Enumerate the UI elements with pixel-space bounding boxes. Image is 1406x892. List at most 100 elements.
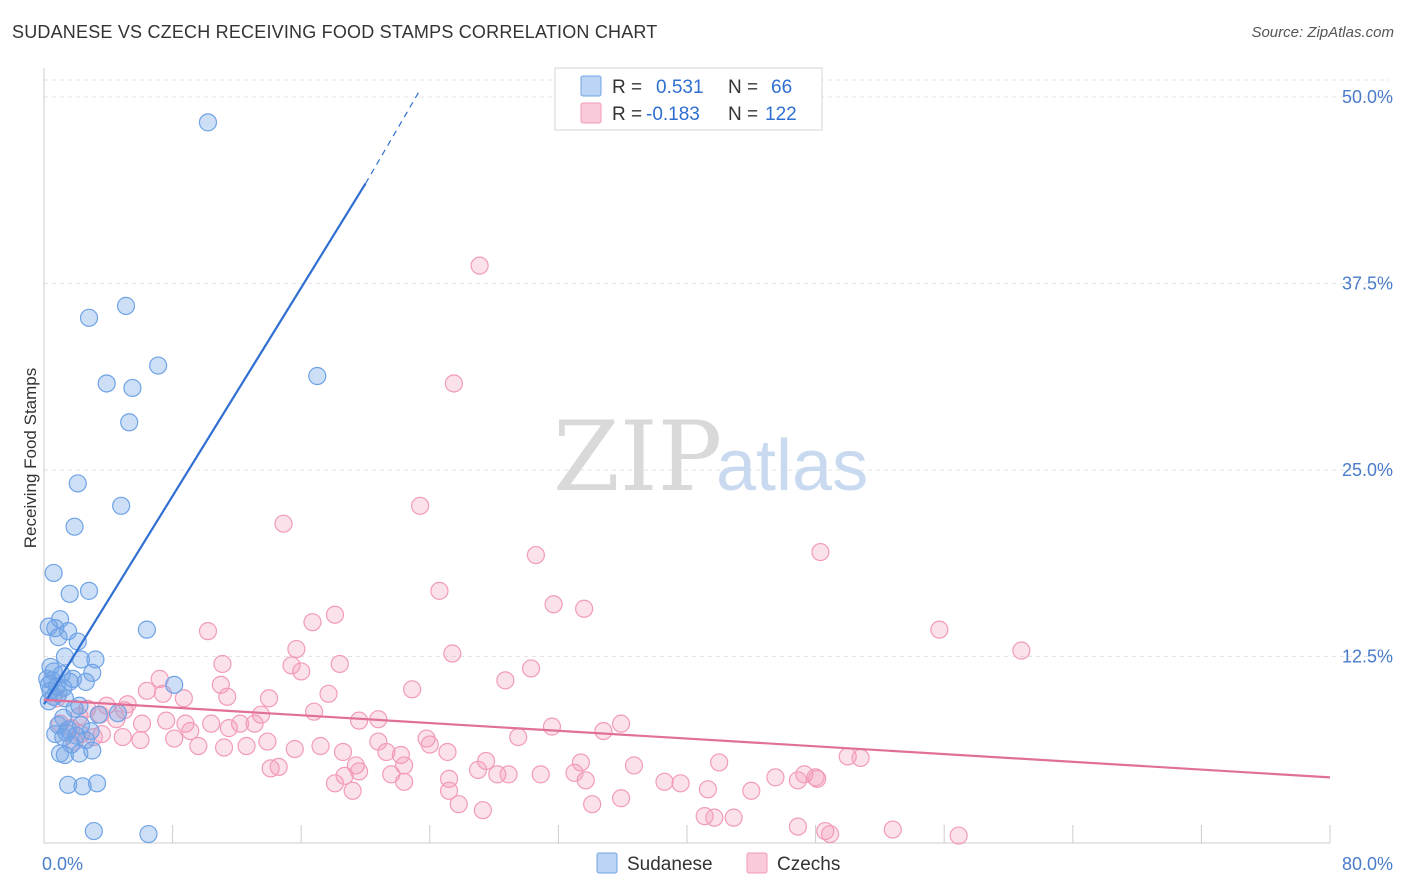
legend-r-value-sudanese: 0.531	[656, 77, 704, 98]
sudanese-point-61	[84, 821, 103, 841]
sudanese-point-19	[49, 628, 68, 647]
czechs-point-14	[287, 639, 306, 659]
czechs-point-23	[403, 680, 422, 699]
czechs-point-12	[930, 620, 949, 639]
czechs-point-0	[470, 256, 489, 275]
czechs-point-71	[509, 727, 528, 747]
czechs-point-20	[292, 662, 311, 681]
czechs-point-96	[698, 780, 717, 799]
czechs-point-75	[710, 753, 729, 772]
sudanese-points	[38, 113, 327, 844]
czechs-point-28	[218, 687, 237, 706]
czechs-point-3	[274, 514, 293, 533]
czechs-point-8	[575, 599, 594, 618]
trend-lines	[43, 92, 1331, 779]
czechs-point-101	[325, 774, 345, 793]
czechs-point-42	[245, 714, 264, 733]
czechs-point-73	[571, 753, 591, 772]
bottom-legend-swatch-czechs	[746, 852, 768, 874]
czechs-point-44	[304, 702, 324, 721]
sudanese-point-3	[149, 356, 168, 375]
czechs-point-57	[165, 729, 184, 748]
czechs-point-86	[394, 772, 414, 791]
bottom-legend-label-czechs: Czechs	[777, 854, 840, 875]
legend-n-label-czechs: N =	[728, 104, 758, 125]
czechs-point-4	[526, 545, 545, 565]
czechs-point-56	[131, 730, 150, 750]
czechs-point-70	[438, 742, 457, 762]
czechs-point-95	[671, 774, 690, 793]
czechs-point-11	[198, 622, 218, 641]
czechs-point-84	[335, 766, 354, 785]
czechs-point-115	[883, 820, 902, 839]
sudanese-point-4	[308, 366, 327, 386]
sudanese-point-57	[70, 744, 89, 763]
czechs-point-2	[411, 496, 430, 515]
czechs-point-110	[724, 808, 743, 827]
czechs-point-66	[377, 742, 396, 762]
sudanese-point-58	[59, 775, 78, 794]
czechs-point-45	[349, 711, 369, 730]
czechs-point-62	[285, 739, 304, 759]
sudanese-point-65	[50, 744, 70, 763]
czechs-point-41	[231, 714, 250, 733]
sudanese-point-60	[87, 774, 107, 793]
czechs-point-91	[531, 765, 550, 784]
legend-swatch-czechs	[580, 102, 602, 124]
czechs-point-102	[343, 781, 362, 800]
czechs-point-76	[766, 768, 785, 787]
czechs-point-27	[174, 689, 193, 708]
legend-box: R = 0.531 N = 66 R = -0.183 N = 122	[554, 67, 823, 131]
legend-n-value-czechs: 122	[765, 104, 797, 125]
sudanese-point-11	[44, 563, 63, 583]
czechs-point-16	[213, 654, 232, 674]
czechs-point-13	[1012, 641, 1031, 660]
sudanese-point-39	[83, 663, 102, 683]
y-tick-labels: 12.5% 25.0% 37.5% 50.0%	[1342, 87, 1393, 667]
x-tick-label-max: 80.0%	[1342, 854, 1393, 874]
sudanese-point-45	[108, 704, 128, 723]
czechs-point-49	[611, 714, 631, 733]
x-tick-labels: 0.0% 80.0%	[42, 854, 1393, 874]
czechs-point-5	[811, 542, 830, 562]
czechs-point-113	[816, 821, 835, 841]
sudanese-point-6	[123, 378, 142, 398]
y-tick-label-0: 12.5%	[1342, 647, 1393, 667]
czechs-point-29	[319, 684, 338, 703]
legend-n-label-sudanese: N =	[728, 77, 758, 98]
czechs-point-30	[259, 689, 279, 708]
czechs-points	[47, 256, 1031, 845]
czechs-point-47	[542, 717, 562, 736]
y-axis-label: Receiving Food Stamps	[21, 368, 40, 548]
sudanese-point-18	[137, 620, 156, 639]
czechs-point-108	[695, 807, 714, 826]
czechs-point-64	[333, 742, 353, 762]
czechs-trend-line	[43, 698, 1331, 779]
czechs-point-60	[237, 736, 256, 756]
sudanese-point-8	[68, 474, 87, 493]
legend-r-label-sudanese: R =	[612, 77, 642, 98]
czechs-point-105	[473, 801, 492, 820]
sudanese-point-0	[198, 113, 218, 132]
sudanese-point-64	[57, 723, 76, 742]
bottom-legend: Sudanese Czechs	[596, 852, 840, 875]
czechs-point-24	[496, 671, 515, 690]
axes	[43, 68, 1331, 844]
czechs-point-48	[594, 721, 613, 741]
sudanese-point-59	[73, 777, 92, 796]
czechs-point-103	[439, 781, 459, 800]
czechs-point-99	[808, 769, 827, 788]
sudanese-point-23	[86, 650, 105, 669]
czechs-point-112	[788, 817, 808, 836]
czechs-point-93	[576, 771, 595, 790]
czechs-point-55	[113, 727, 132, 747]
czechs-point-54	[92, 724, 111, 744]
x-tick-label-min: 0.0%	[42, 854, 83, 874]
legend-n-value-sudanese: 66	[771, 77, 792, 98]
czechs-point-104	[449, 795, 468, 814]
czechs-point-59	[214, 738, 234, 757]
czechs-point-88	[468, 760, 488, 779]
legend-r-value-czechs: -0.183	[646, 104, 700, 125]
czechs-point-111	[742, 781, 761, 800]
